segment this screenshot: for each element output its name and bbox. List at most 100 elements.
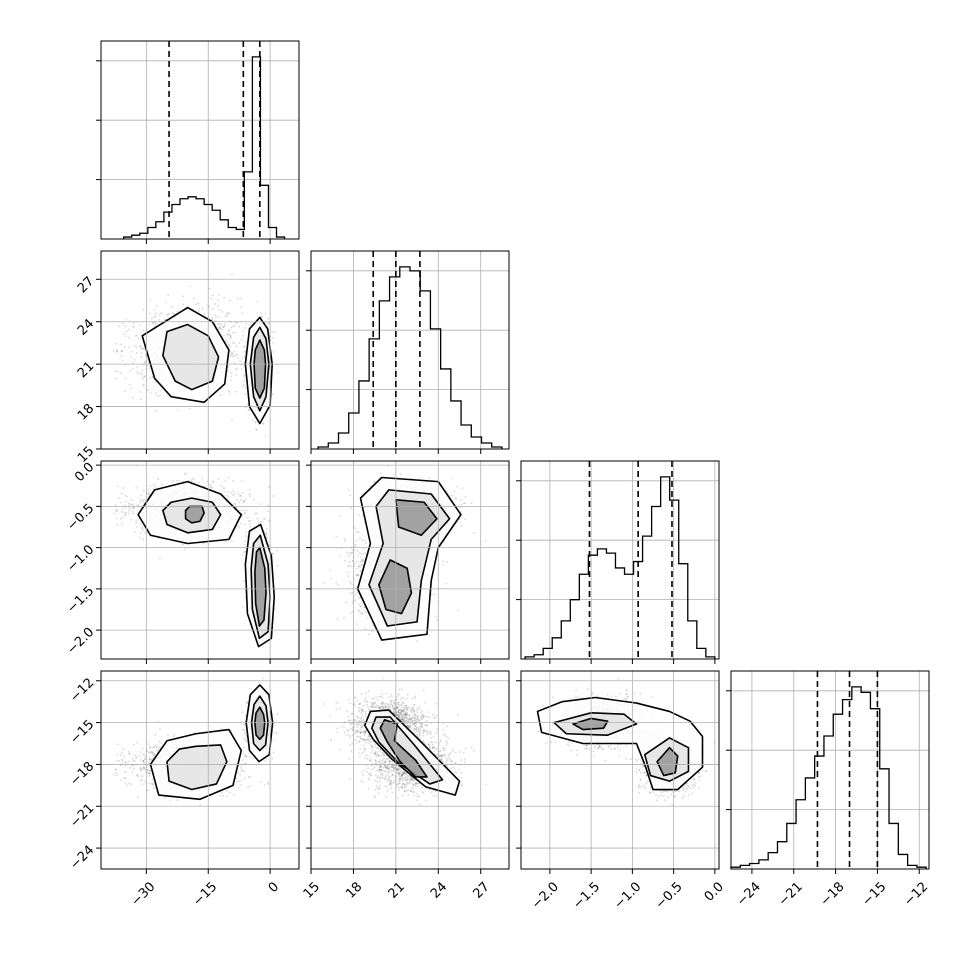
sample-point [154,324,157,327]
sample-point [232,494,234,497]
sample-point [124,494,127,497]
sample-point [198,482,201,485]
sample-point [120,350,123,353]
sample-point [149,391,152,394]
sample-point [232,341,234,344]
sample-point [133,322,135,325]
sample-point [139,347,142,350]
sample-point [242,345,245,348]
sample-point [123,504,126,507]
sample-point [156,323,158,325]
sample-point [120,522,123,525]
sample-point [166,314,168,317]
sample-point [120,349,123,352]
sample-point [237,492,240,495]
sample-point [159,557,161,560]
sample-point [129,508,132,510]
sample-point [132,503,134,506]
sample-point [233,361,236,364]
sample-point [229,351,232,353]
sample-point [176,310,179,313]
sample-point [195,303,197,306]
sample-point [226,341,228,344]
sample-point [211,481,214,483]
sample-point [245,531,248,534]
sample-point [238,501,241,504]
sample-point [242,335,245,337]
sample-point [167,294,170,297]
sample-point [142,308,145,311]
sample-point [124,325,127,328]
sample-point [225,334,228,336]
sample-point [228,334,231,337]
sample-point [244,512,246,515]
sample-point [125,318,128,321]
sample-point [223,334,225,337]
sample-point [154,485,157,488]
sample-point [250,321,253,324]
sample-point [272,337,275,339]
sample-point [254,512,257,515]
sample-point [140,352,143,355]
sample-point [230,353,233,356]
sample-point [211,294,214,297]
sample-point [113,512,115,515]
sample-point [212,480,215,483]
sample-point [258,521,261,524]
sample-point [201,477,204,480]
sample-point [203,312,206,315]
sample-point [229,345,232,348]
sample-point [242,385,244,388]
sample-point [135,522,137,524]
sample-point [235,321,237,324]
sample-point [160,312,163,314]
histogram-2 [516,461,719,664]
sample-point [255,428,257,430]
sample-point [227,390,230,393]
sample-point [113,349,115,352]
sample-point [271,552,274,555]
sample-point [212,308,214,310]
sample-point [267,322,270,325]
sample-point [151,375,154,378]
sample-point [116,350,119,353]
sample-point [227,370,230,373]
sample-point [245,509,248,511]
sample-point [159,394,161,397]
sample-point [230,492,233,494]
panel-content-2-0 [113,464,279,648]
sample-point [116,509,119,512]
sample-point [249,495,251,497]
sample-point [223,487,226,490]
sample-point [227,330,230,332]
histogram-3 [726,671,929,874]
sample-point [266,536,268,539]
sample-point [132,326,135,329]
sample-point [149,377,151,379]
sample-point [124,335,127,338]
sample-point [137,337,140,340]
sample-point [182,303,185,306]
sample-point [128,506,130,509]
sample-point [147,389,149,391]
sample-point [233,502,236,505]
sample-point [231,273,233,276]
sample-point [142,329,144,332]
sample-point [265,532,268,535]
sample-point [141,378,144,381]
sample-point [154,381,157,384]
sample-point [247,408,250,411]
sample-point [243,511,246,514]
sample-point [141,500,144,502]
sample-point [149,298,152,301]
sample-point [121,359,124,362]
sample-point [117,485,119,488]
sample-point [239,360,241,363]
sample-point [243,580,245,582]
sample-point [208,483,211,486]
sample-point [150,317,153,320]
sample-point [133,530,136,533]
sample-point [142,347,145,350]
sample-point [154,321,157,324]
sample-point [225,312,228,315]
